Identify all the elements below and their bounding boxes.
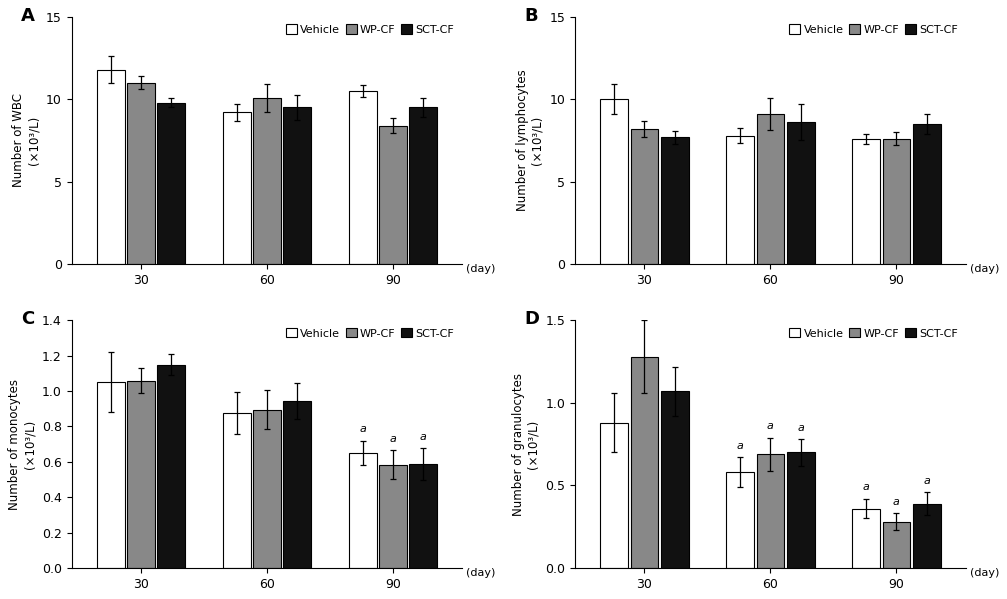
- Text: a: a: [359, 425, 367, 434]
- Bar: [157, 102, 185, 264]
- Text: (day): (day): [466, 568, 495, 578]
- Bar: [127, 83, 155, 264]
- Text: C: C: [21, 310, 34, 328]
- Bar: [882, 139, 910, 264]
- Legend: Vehicle, WP-CF, SCT-CF: Vehicle, WP-CF, SCT-CF: [283, 326, 457, 341]
- Bar: [600, 423, 628, 568]
- Text: a: a: [798, 423, 805, 433]
- Bar: [726, 135, 754, 264]
- Bar: [127, 380, 155, 568]
- Text: A: A: [21, 7, 34, 25]
- Bar: [97, 69, 125, 264]
- Y-axis label: Number of lymphocytes
(×10³/L): Number of lymphocytes (×10³/L): [516, 69, 544, 211]
- Bar: [786, 452, 815, 568]
- Text: a: a: [390, 434, 397, 444]
- Text: D: D: [525, 310, 540, 328]
- Text: a: a: [893, 497, 900, 507]
- Bar: [409, 464, 437, 568]
- Y-axis label: Number of granulocytes
(×10³/L): Number of granulocytes (×10³/L): [512, 373, 540, 516]
- Bar: [97, 382, 125, 568]
- Bar: [253, 410, 281, 568]
- Bar: [409, 107, 437, 264]
- Bar: [786, 122, 815, 264]
- Bar: [661, 391, 689, 568]
- Bar: [283, 401, 311, 568]
- Legend: Vehicle, WP-CF, SCT-CF: Vehicle, WP-CF, SCT-CF: [786, 326, 961, 341]
- Y-axis label: Number of WBC
(×10³/L): Number of WBC (×10³/L): [12, 93, 40, 187]
- Bar: [600, 99, 628, 264]
- Bar: [348, 91, 377, 264]
- Text: (day): (day): [970, 264, 999, 274]
- Bar: [157, 365, 185, 568]
- Bar: [661, 137, 689, 264]
- Text: a: a: [737, 441, 743, 451]
- Bar: [882, 522, 910, 568]
- Text: (day): (day): [466, 264, 495, 274]
- Bar: [756, 454, 784, 568]
- Text: a: a: [863, 482, 870, 492]
- Bar: [223, 113, 251, 264]
- Bar: [630, 129, 659, 264]
- Bar: [348, 453, 377, 568]
- Text: B: B: [525, 7, 538, 25]
- Bar: [253, 98, 281, 264]
- Bar: [912, 504, 941, 568]
- Bar: [283, 107, 311, 264]
- Bar: [379, 464, 407, 568]
- Bar: [852, 509, 880, 568]
- Bar: [912, 124, 941, 264]
- Text: a: a: [923, 476, 930, 486]
- Legend: Vehicle, WP-CF, SCT-CF: Vehicle, WP-CF, SCT-CF: [283, 22, 457, 37]
- Y-axis label: Number of monocytes
(×10³/L): Number of monocytes (×10³/L): [8, 379, 36, 510]
- Bar: [630, 356, 659, 568]
- Legend: Vehicle, WP-CF, SCT-CF: Vehicle, WP-CF, SCT-CF: [786, 22, 961, 37]
- Bar: [379, 126, 407, 264]
- Text: a: a: [767, 421, 773, 431]
- Bar: [223, 413, 251, 568]
- Bar: [852, 139, 880, 264]
- Bar: [726, 472, 754, 568]
- Bar: [756, 114, 784, 264]
- Text: a: a: [420, 431, 427, 441]
- Text: (day): (day): [970, 568, 999, 578]
